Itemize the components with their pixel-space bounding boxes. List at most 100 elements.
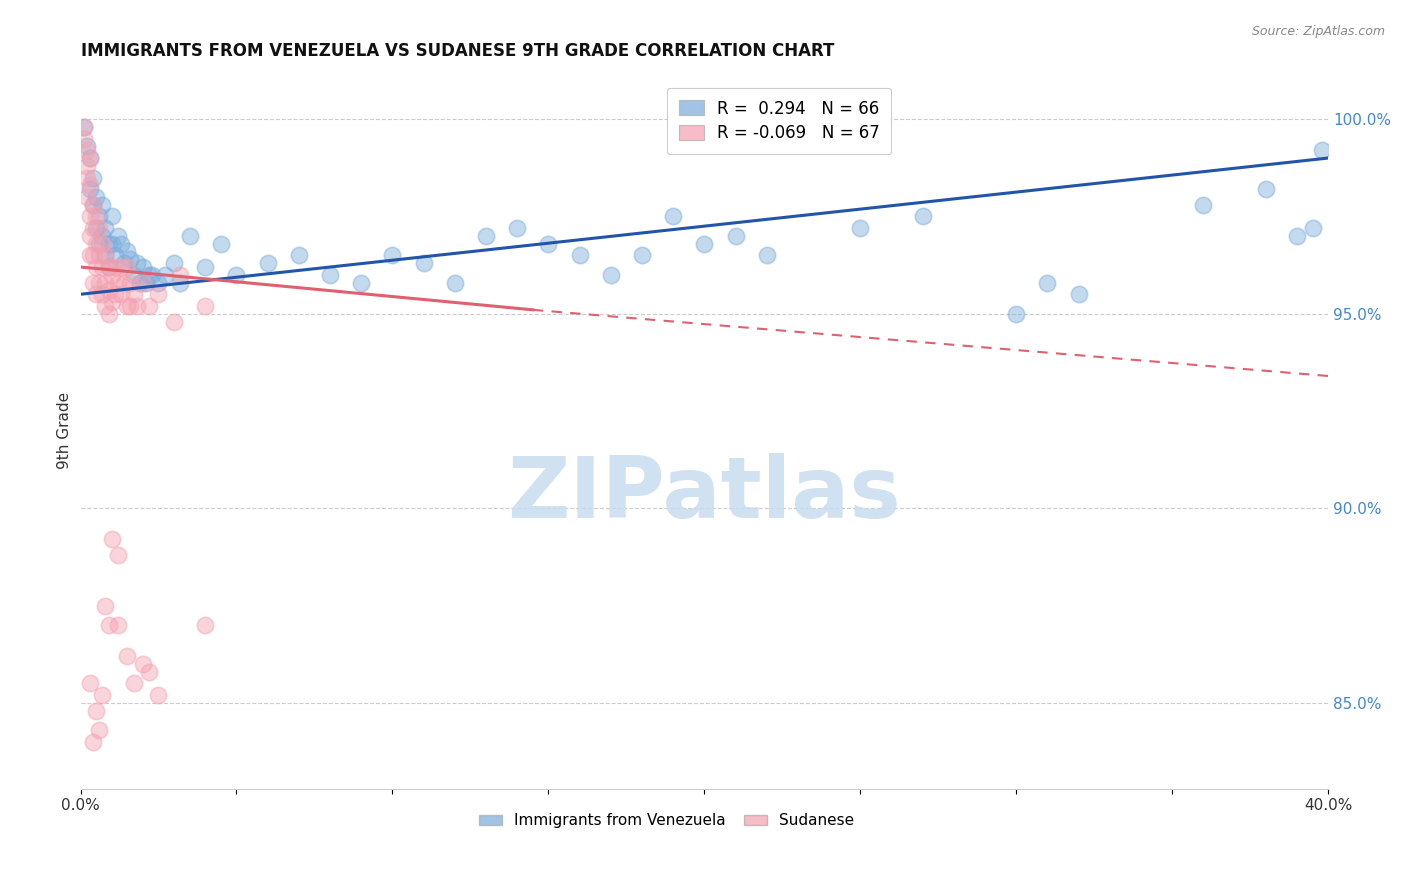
- Point: [125, 256, 148, 270]
- Point: [91, 198, 114, 212]
- Point: [82, 198, 104, 212]
- Point: [443, 276, 465, 290]
- Point: [112, 276, 135, 290]
- Point: [194, 618, 217, 632]
- Point: [91, 287, 114, 301]
- Point: [97, 618, 120, 632]
- Point: [163, 256, 186, 270]
- Point: [537, 236, 560, 251]
- Point: [412, 256, 434, 270]
- Point: [225, 268, 247, 282]
- Point: [82, 221, 104, 235]
- Point: [79, 228, 101, 243]
- Point: [89, 276, 111, 290]
- Point: [84, 190, 107, 204]
- Point: [110, 287, 132, 301]
- Point: [104, 248, 127, 262]
- Point: [91, 236, 114, 251]
- Point: [1005, 307, 1028, 321]
- Point: [89, 248, 111, 262]
- Point: [120, 276, 142, 290]
- Point: [82, 735, 104, 749]
- Point: [97, 307, 120, 321]
- Point: [84, 221, 107, 235]
- Point: [135, 276, 157, 290]
- Point: [100, 236, 122, 251]
- Point: [97, 260, 120, 274]
- Y-axis label: 9th Grade: 9th Grade: [58, 392, 72, 469]
- Point: [169, 276, 191, 290]
- Point: [104, 287, 127, 301]
- Point: [107, 548, 129, 562]
- Point: [79, 182, 101, 196]
- Point: [82, 276, 104, 290]
- Point: [79, 210, 101, 224]
- Point: [163, 314, 186, 328]
- Point: [153, 268, 176, 282]
- Point: [350, 276, 373, 290]
- Point: [256, 256, 278, 270]
- Point: [194, 299, 217, 313]
- Point: [79, 151, 101, 165]
- Point: [122, 268, 145, 282]
- Point: [97, 284, 120, 298]
- Text: Source: ZipAtlas.com: Source: ZipAtlas.com: [1251, 25, 1385, 38]
- Point: [94, 599, 117, 613]
- Point: [107, 228, 129, 243]
- Point: [122, 676, 145, 690]
- Point: [724, 228, 747, 243]
- Point: [72, 131, 94, 145]
- Point: [132, 260, 155, 274]
- Point: [381, 248, 404, 262]
- Point: [107, 618, 129, 632]
- Point: [84, 236, 107, 251]
- Point: [849, 221, 872, 235]
- Point: [94, 299, 117, 313]
- Point: [148, 287, 170, 301]
- Point: [475, 228, 498, 243]
- Point: [755, 248, 778, 262]
- Point: [506, 221, 529, 235]
- Point: [120, 299, 142, 313]
- Point: [1254, 182, 1277, 196]
- Point: [107, 276, 129, 290]
- Point: [288, 248, 311, 262]
- Point: [169, 268, 191, 282]
- Text: ZIPatlas: ZIPatlas: [508, 453, 901, 536]
- Point: [94, 221, 117, 235]
- Point: [110, 260, 132, 274]
- Point: [76, 139, 98, 153]
- Point: [84, 210, 107, 224]
- Point: [568, 248, 591, 262]
- Point: [693, 236, 716, 251]
- Point: [89, 221, 111, 235]
- Point: [117, 260, 139, 274]
- Point: [79, 151, 101, 165]
- Point: [76, 143, 98, 157]
- Point: [84, 260, 107, 274]
- Point: [72, 120, 94, 134]
- Point: [1036, 276, 1059, 290]
- Point: [79, 248, 101, 262]
- Point: [84, 704, 107, 718]
- Point: [1310, 143, 1333, 157]
- Point: [138, 665, 160, 679]
- Point: [141, 268, 163, 282]
- Point: [84, 287, 107, 301]
- Legend: Immigrants from Venezuela, Sudanese: Immigrants from Venezuela, Sudanese: [472, 807, 860, 835]
- Point: [72, 120, 94, 134]
- Point: [138, 268, 160, 282]
- Point: [91, 260, 114, 274]
- Point: [132, 657, 155, 671]
- Point: [599, 268, 621, 282]
- Point: [132, 276, 155, 290]
- Point: [194, 260, 217, 274]
- Point: [1067, 287, 1090, 301]
- Point: [148, 688, 170, 702]
- Point: [89, 236, 111, 251]
- Point: [100, 533, 122, 547]
- Point: [89, 723, 111, 738]
- Point: [76, 170, 98, 185]
- Point: [104, 260, 127, 274]
- Point: [117, 299, 139, 313]
